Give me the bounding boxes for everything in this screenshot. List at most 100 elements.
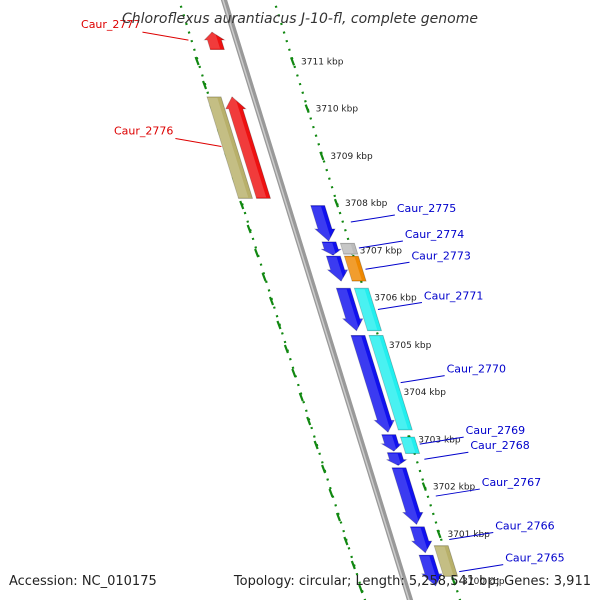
backbone-highlight (222, 0, 410, 600)
gene-shade (415, 556, 439, 585)
ruler-minor-tick (194, 56, 200, 66)
map-title: Chloroflexus aurantiacus J-10-fl, comple… (122, 11, 478, 27)
gene-label-group: Caur_2777 Caur_2776 Caur_2775 Caur_2774 Caur… (81, 18, 565, 573)
gene-caur-2770-alt[interactable] (368, 335, 413, 431)
label-leader-line (435, 488, 480, 497)
gene-label-caur-2768[interactable]: Caur_2768 (470, 439, 529, 452)
gene-shade (336, 244, 354, 254)
ruler-major-tick (421, 482, 427, 492)
ruler-minor-tick (261, 272, 267, 282)
ruler-minor-tick (343, 536, 349, 546)
gene-shade (201, 33, 221, 49)
ruler-major-tick (304, 104, 310, 114)
ruler-dotted-line-right (272, 0, 462, 600)
gene-shade (221, 97, 267, 198)
ruler-minor-tick (283, 344, 289, 354)
genome-backbone (220, 0, 414, 600)
gene-label-caur-2765[interactable]: Caur_2765 (505, 552, 564, 565)
gene-label-caur-2776[interactable]: Caur_2776 (114, 124, 173, 137)
gene-caur-2765-alt[interactable] (433, 545, 459, 577)
gene-shade (383, 453, 401, 465)
ruler-minor-tick (254, 248, 260, 258)
gene-caur-2766[interactable] (409, 526, 433, 554)
gene-shade (307, 206, 332, 240)
gene-shade (430, 546, 454, 576)
gene-label-caur-2767[interactable]: Caur_2767 (482, 476, 541, 489)
gene-caur-2770[interactable] (350, 335, 395, 433)
ruler-minor-tick (298, 392, 304, 402)
kbp-tick-label: 3710 kbp (316, 105, 359, 115)
ruler-minor-tick (276, 320, 282, 330)
kbp-tick-label: 3703 kbp (418, 435, 461, 445)
gene-caur-2768[interactable] (386, 452, 408, 466)
gene-caur-2774-alt[interactable] (339, 242, 359, 255)
label-leader-line (175, 137, 222, 147)
gene-caur-2774[interactable] (321, 241, 343, 256)
ruler-minor-tick (358, 584, 364, 594)
label-leader-line (365, 261, 410, 270)
label-leader-line (449, 532, 494, 541)
gene-label-caur-2773[interactable]: Caur_2773 (411, 249, 470, 262)
ruler-minor-tick (321, 464, 327, 474)
gene-label-caur-2775[interactable]: Caur_2775 (397, 202, 456, 215)
gene-label-caur-2774[interactable]: Caur_2774 (405, 228, 464, 241)
ruler-minor-tick (313, 440, 319, 450)
label-leader-line (459, 564, 504, 573)
gene-shade (388, 468, 420, 524)
kbp-tick-label: 3705 kbp (389, 341, 432, 351)
label-leader-line (358, 240, 403, 249)
gene-caur-2769[interactable] (380, 434, 403, 452)
gene-caur-2773-alt[interactable] (343, 255, 367, 282)
label-leader-line (350, 214, 395, 223)
kbp-tick-label: 3701 kbp (447, 530, 490, 540)
gene-caur-2773[interactable] (325, 255, 349, 282)
ruler-minor-tick (268, 296, 275, 306)
gene-caur-2771[interactable] (335, 287, 364, 332)
gene-shade (406, 527, 429, 552)
ruler-minor-tick (350, 560, 356, 570)
ruler-minor-tick (239, 200, 245, 210)
kbp-tick-label: 3702 kbp (433, 483, 476, 493)
label-leader-line (419, 436, 464, 445)
gene-caur-2777[interactable] (203, 31, 226, 51)
label-leader-line (377, 301, 423, 310)
genome-summary-text: Topology: circular; Length: 5,258,541 bp… (233, 574, 591, 589)
label-leader-line (424, 451, 469, 460)
kbp-tick-label: 3711 kbp (301, 57, 344, 67)
kbp-tick-label: 3704 kbp (404, 388, 447, 398)
gene-label-caur-2770[interactable]: Caur_2770 (447, 363, 506, 376)
gene-label-caur-2769[interactable]: Caur_2769 (466, 424, 525, 437)
gene-caur-2769-alt[interactable] (399, 436, 421, 454)
ruler-minor-tick (202, 80, 208, 90)
gene-track (201, 31, 459, 587)
ruler-minor-tick (246, 224, 252, 234)
gene-caur-2776[interactable] (225, 96, 272, 199)
kbp-ruler: 3711 kbp 3710 kbp 3709 kbp 3708 kbp 3707 kbp… (177, 0, 505, 600)
gene-shade (347, 336, 391, 432)
gene-caur-2767[interactable] (391, 467, 424, 526)
gene-shade (340, 257, 362, 281)
kbp-tick-label: 3706 kbp (374, 294, 417, 304)
gene-label-caur-2771[interactable]: Caur_2771 (424, 289, 483, 302)
gene-shade (203, 97, 249, 198)
gene-shade (322, 257, 344, 281)
gene-label-caur-2777[interactable]: Caur_2777 (81, 18, 140, 31)
ruler-minor-tick (335, 512, 341, 522)
gene-label-caur-2766[interactable]: Caur_2766 (495, 520, 554, 533)
gene-caur-2776-partner[interactable] (206, 96, 254, 199)
gene-shade (350, 289, 378, 330)
label-leader-line (400, 375, 445, 384)
kbp-tick-label: 3708 kbp (345, 199, 388, 209)
ruler-minor-tick (306, 416, 312, 426)
kbp-tick-label: 3700 kbp (462, 577, 505, 587)
kbp-tick-label: 3709 kbp (330, 152, 373, 162)
gene-caur-2765[interactable] (418, 554, 443, 587)
gene-shade (332, 289, 360, 330)
gene-caur-2775[interactable] (310, 205, 336, 242)
gene-caur-2771-alt[interactable] (353, 287, 383, 332)
ruler-minor-tick (291, 368, 297, 378)
ruler-major-tick (290, 57, 296, 66)
gene-shade (365, 336, 408, 429)
gene-shade (378, 435, 397, 451)
